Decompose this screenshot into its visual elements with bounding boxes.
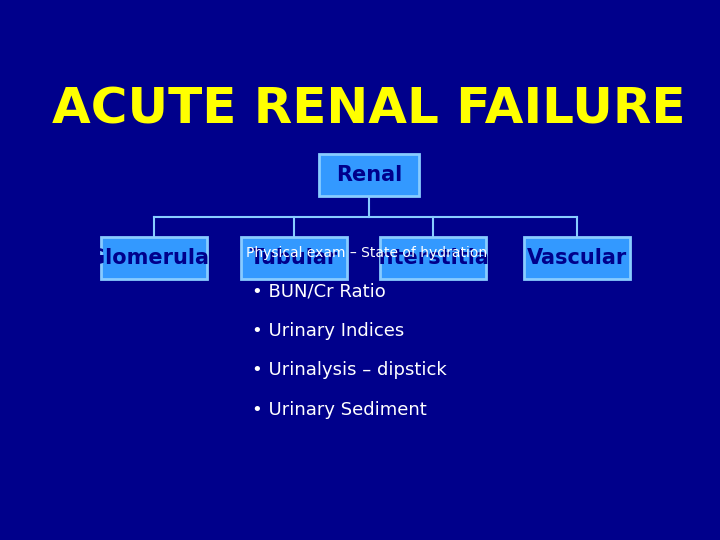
- Text: Interstitial: Interstitial: [371, 248, 495, 268]
- FancyBboxPatch shape: [240, 238, 347, 279]
- Text: Renal: Renal: [336, 165, 402, 185]
- Text: Vascular: Vascular: [526, 248, 626, 268]
- Text: • Urinary Sediment: • Urinary Sediment: [252, 401, 426, 419]
- FancyBboxPatch shape: [101, 238, 207, 279]
- Text: • Urinary Indices: • Urinary Indices: [252, 322, 404, 340]
- FancyBboxPatch shape: [319, 154, 419, 196]
- FancyBboxPatch shape: [523, 238, 629, 279]
- Text: Physical exam – State of hydration: Physical exam – State of hydration: [246, 246, 487, 260]
- Text: ACUTE RENAL FAILURE: ACUTE RENAL FAILURE: [53, 85, 685, 133]
- FancyBboxPatch shape: [380, 238, 486, 279]
- Text: Glomerular: Glomerular: [89, 248, 220, 268]
- Text: Tubular: Tubular: [250, 248, 338, 268]
- Text: • BUN/Cr Ratio: • BUN/Cr Ratio: [252, 282, 386, 300]
- Text: • Urinalysis – dipstick: • Urinalysis – dipstick: [252, 361, 446, 380]
